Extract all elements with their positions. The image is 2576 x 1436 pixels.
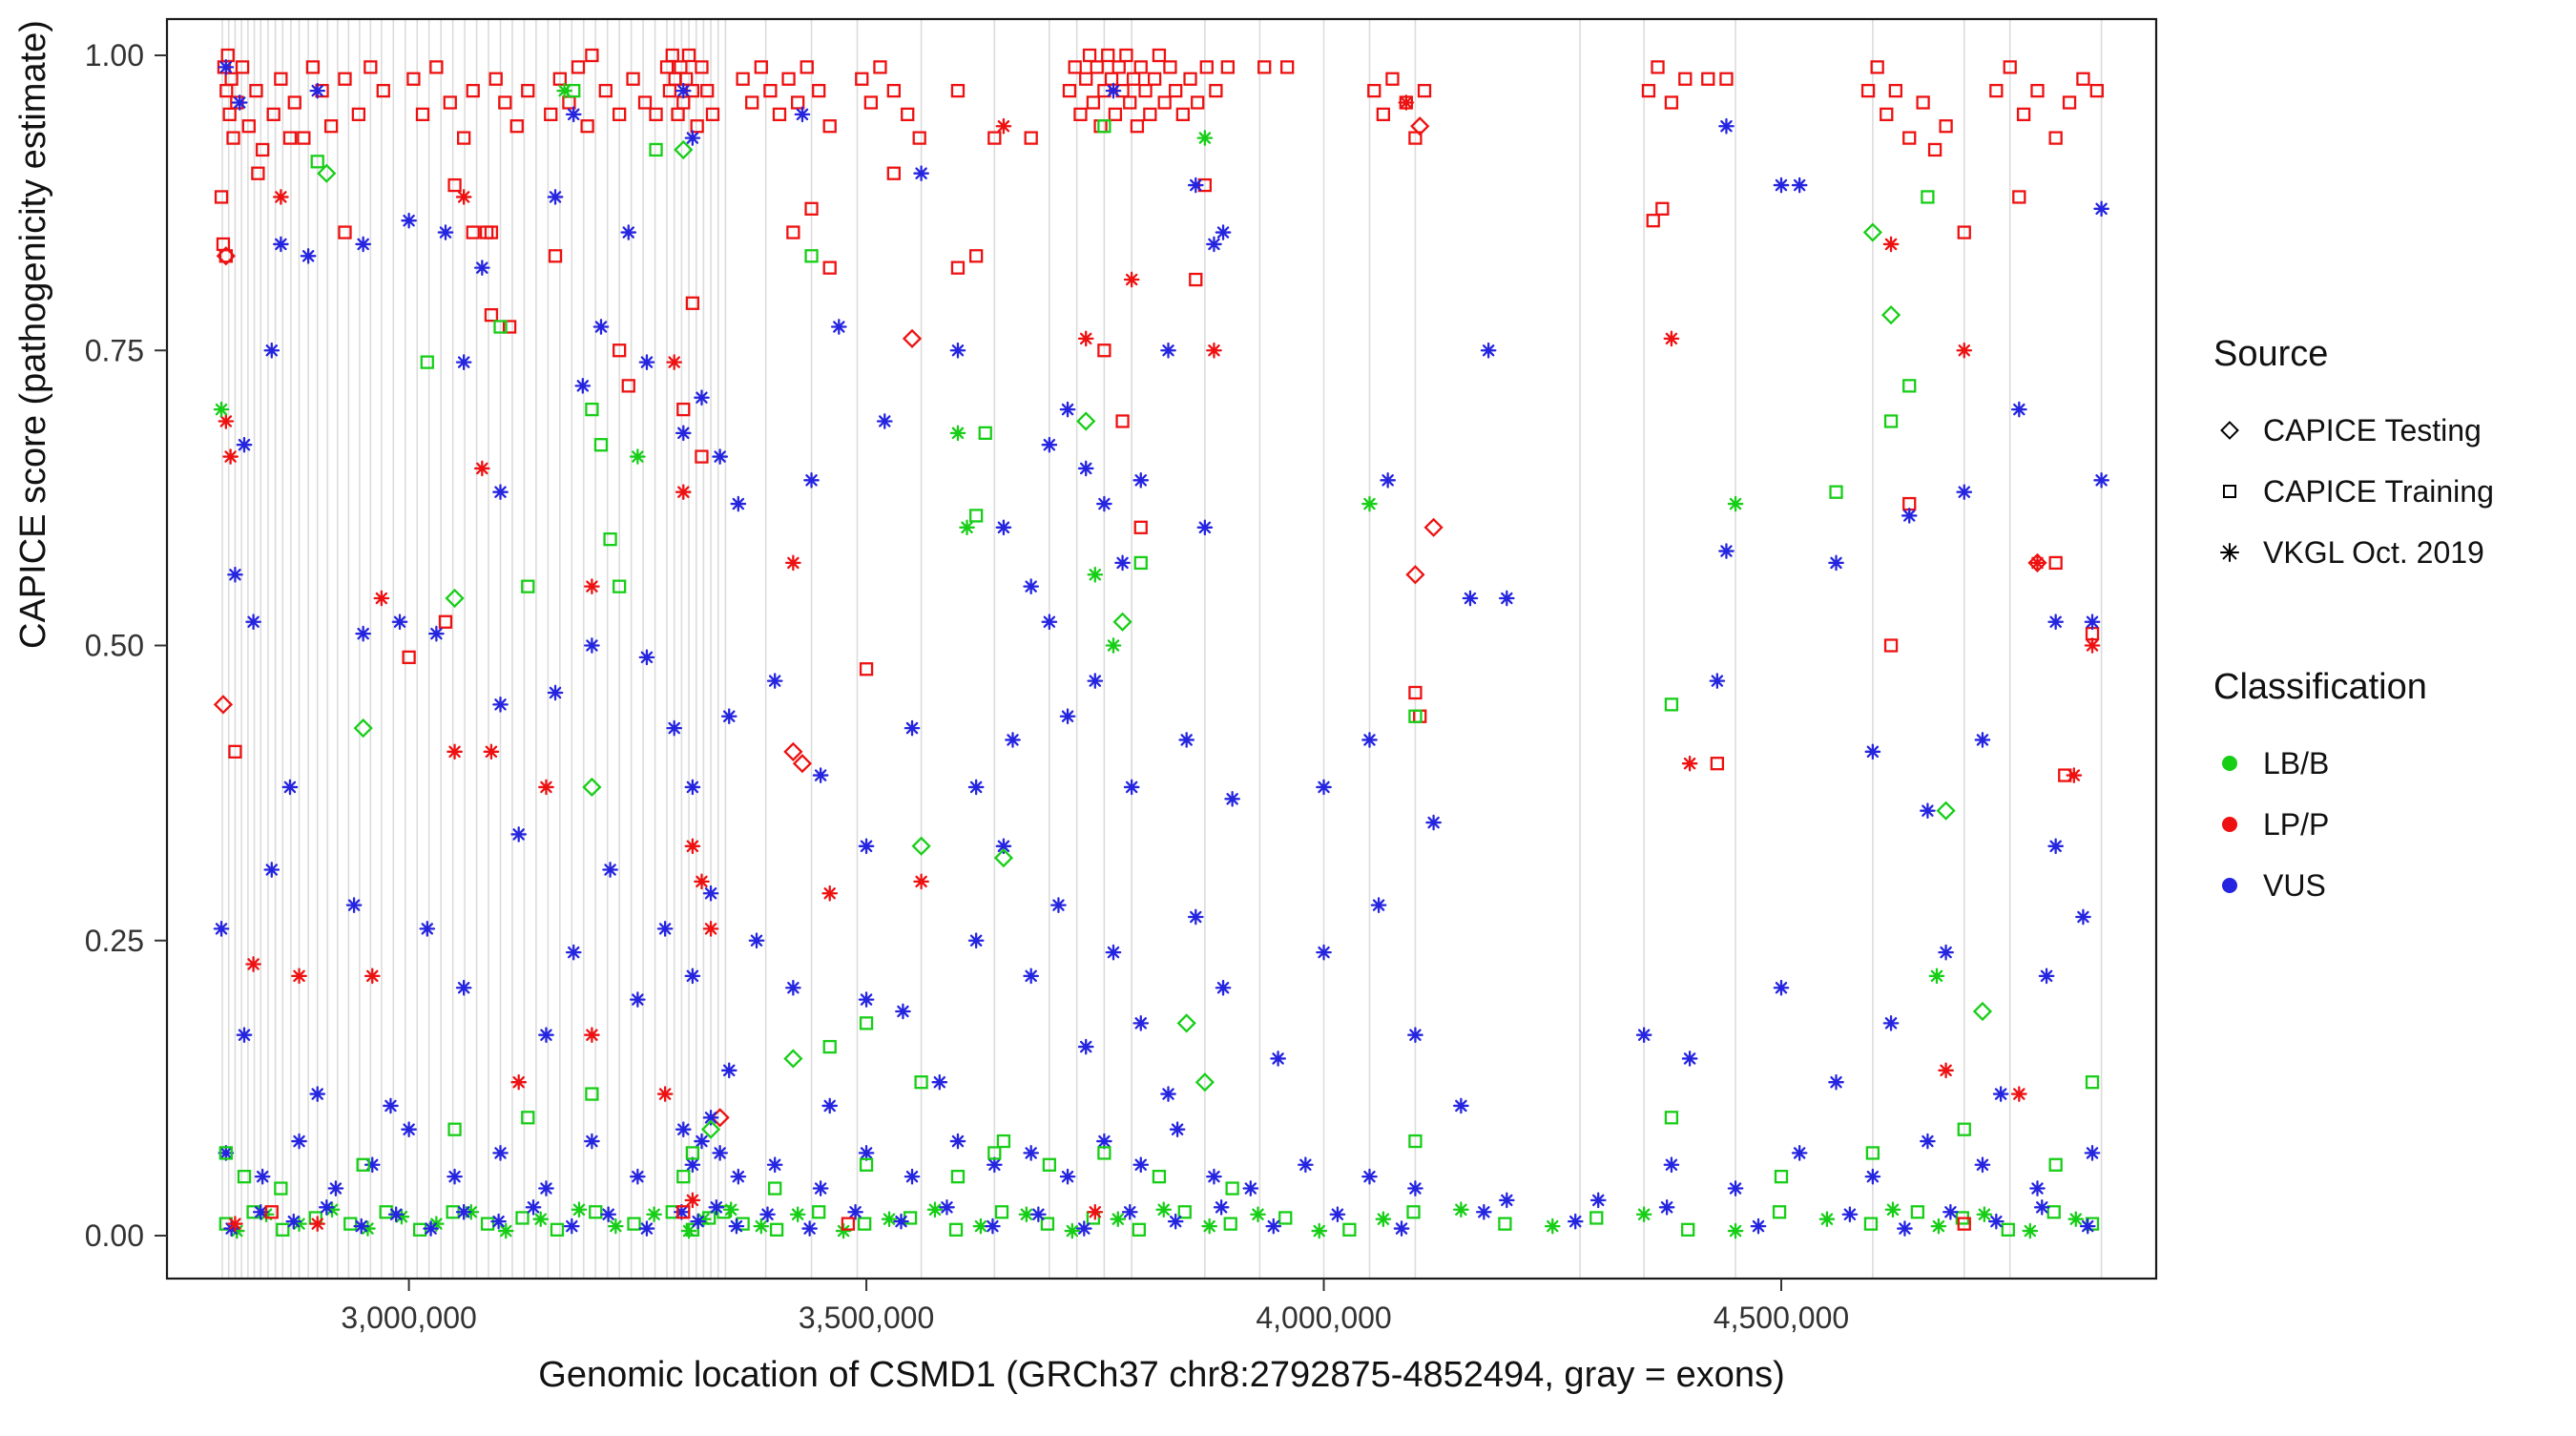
square-icon bbox=[2213, 475, 2246, 508]
lbb-dot-icon bbox=[2213, 747, 2246, 780]
legend-source-title: Source bbox=[2213, 334, 2329, 374]
svg-text:3,000,000: 3,000,000 bbox=[341, 1301, 476, 1335]
legend-item-capice-training: CAPICE Training bbox=[2213, 461, 2566, 522]
legend-label: LB/B bbox=[2263, 745, 2330, 780]
legend-classification-block: Classification LB/B LP/P VUS bbox=[2213, 667, 2566, 916]
legend-item-capice-testing: CAPICE Testing bbox=[2213, 400, 2566, 461]
legend-item-lbb: LB/B bbox=[2213, 733, 2566, 794]
svg-text:0.50: 0.50 bbox=[85, 629, 144, 663]
x-axis-title: Genomic location of CSMD1 (GRCh37 chr8:2… bbox=[538, 1355, 1785, 1395]
svg-text:4,500,000: 4,500,000 bbox=[1714, 1301, 1849, 1335]
svg-text:0.00: 0.00 bbox=[85, 1218, 144, 1253]
lpp-dot-icon bbox=[2213, 808, 2246, 841]
svg-text:0.25: 0.25 bbox=[85, 924, 144, 958]
legend-item-lpp: LP/P bbox=[2213, 794, 2566, 855]
vus-dot-icon bbox=[2213, 869, 2246, 902]
legend-label: LP/P bbox=[2263, 806, 2330, 842]
asterisk-icon bbox=[2213, 536, 2246, 569]
svg-text:1.00: 1.00 bbox=[85, 38, 144, 73]
legend-label: CAPICE Testing bbox=[2263, 412, 2482, 447]
svg-text:4,000,000: 4,000,000 bbox=[1256, 1301, 1391, 1335]
legend-label: CAPICE Training bbox=[2263, 473, 2494, 509]
legend-label: VKGL Oct. 2019 bbox=[2263, 534, 2484, 570]
legend-item-vkgl: VKGL Oct. 2019 bbox=[2213, 522, 2566, 583]
y-axis-title: CAPICE score (pathogenicity estimate) bbox=[13, 20, 53, 649]
legend-item-vus: VUS bbox=[2213, 855, 2566, 916]
legend-classification-title: Classification bbox=[2213, 667, 2427, 707]
diamond-icon bbox=[2213, 414, 2246, 447]
legend-source-block: Source CAPICE Testing CAPICE Training VK… bbox=[2213, 334, 2566, 583]
legend: Source CAPICE Testing CAPICE Training VK… bbox=[2213, 334, 2566, 1000]
legend-label: VUS bbox=[2263, 867, 2326, 903]
svg-text:3,500,000: 3,500,000 bbox=[799, 1301, 934, 1335]
svg-text:0.75: 0.75 bbox=[85, 333, 144, 367]
